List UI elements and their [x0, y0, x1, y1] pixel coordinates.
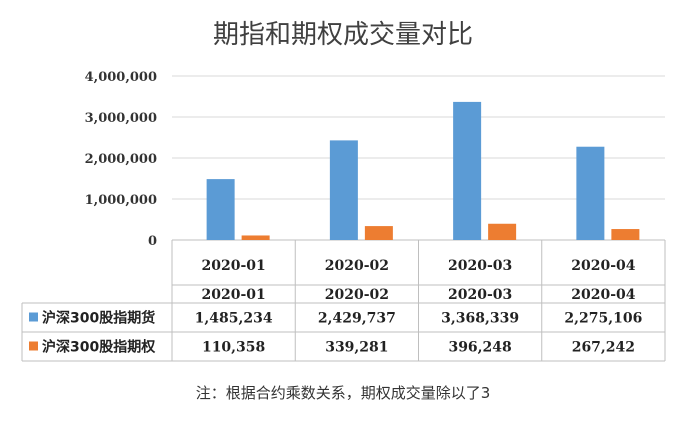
table-value-cell: 3,368,339 — [441, 311, 519, 327]
table-value-cell: 267,242 — [572, 340, 635, 356]
bar — [611, 229, 640, 240]
x-tick-label: 2020-01 — [201, 258, 265, 274]
y-tick-label: 1,000,000 — [85, 193, 157, 208]
legend-label: 沪深300股指期权 — [42, 339, 156, 356]
bar — [488, 223, 517, 240]
bar — [364, 226, 393, 240]
y-tick-label: 2,000,000 — [85, 152, 157, 167]
x-tick-label: 2020-03 — [448, 258, 512, 274]
y-tick-label: 3,000,000 — [85, 111, 157, 126]
bar — [576, 146, 605, 240]
table-header-cell: 2020-02 — [325, 287, 389, 303]
bar — [241, 235, 270, 240]
table-header-cell: 2020-03 — [448, 287, 512, 303]
table-value-cell: 396,248 — [448, 340, 511, 356]
bar — [206, 179, 235, 240]
bar — [329, 140, 358, 240]
footnote: 注：根据合约乘数关系，期权成交量除以了3 — [195, 384, 491, 402]
table-value-cell: 339,281 — [325, 340, 388, 356]
bar — [453, 101, 482, 240]
x-tick-label: 2020-04 — [571, 258, 636, 274]
chart-title: 期指和期权成交量对比 — [212, 20, 473, 50]
table-header-cell: 2020-04 — [571, 287, 636, 303]
table-value-cell: 110,358 — [202, 340, 265, 356]
y-tick-label: 4,000,000 — [85, 70, 157, 85]
table-value-cell: 1,485,234 — [195, 311, 273, 327]
x-tick-label: 2020-02 — [325, 258, 389, 274]
table-value-cell: 2,429,737 — [318, 311, 396, 327]
table-header-cell: 2020-01 — [201, 287, 265, 303]
legend-swatch — [29, 312, 38, 322]
legend-label: 沪深300股指期货 — [42, 310, 155, 327]
y-tick-label: 0 — [148, 234, 157, 249]
legend-swatch — [29, 341, 38, 351]
table-value-cell: 2,275,106 — [564, 311, 642, 327]
